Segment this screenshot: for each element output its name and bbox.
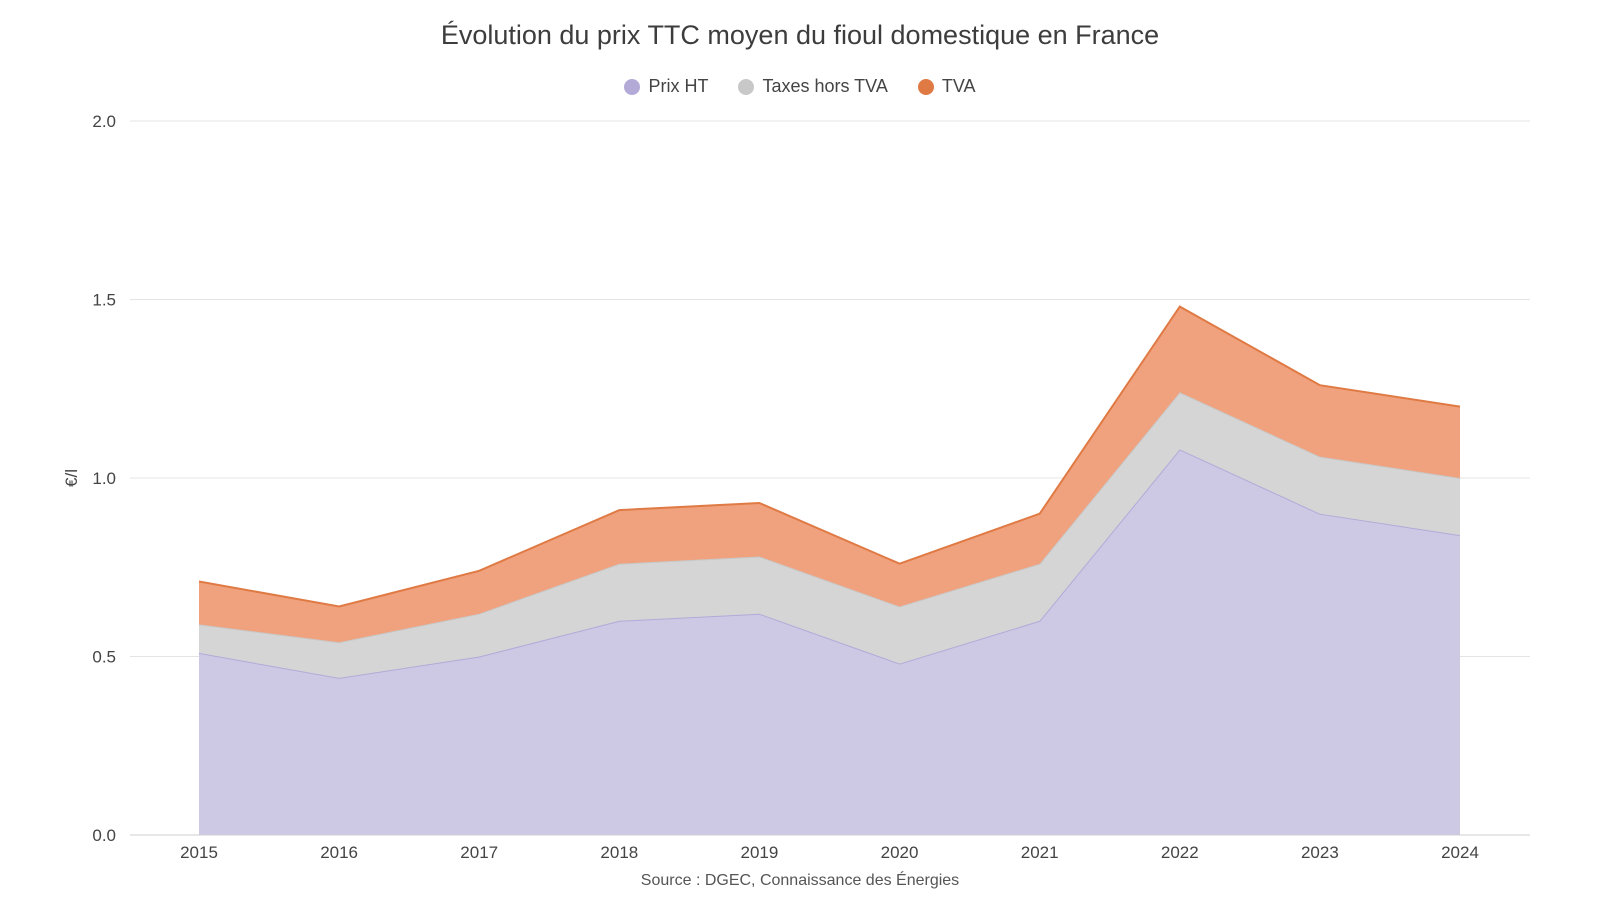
x-tick-label-2020: 2020: [881, 843, 919, 862]
x-tick-label-2023: 2023: [1301, 843, 1339, 862]
area-series: [198, 305, 1461, 835]
area-taxes-hors-tva: [199, 392, 1460, 678]
legend: Prix HT Taxes hors TVA TVA: [0, 76, 1600, 97]
x-tick-label-2022: 2022: [1161, 843, 1199, 862]
x-tick-label-2015: 2015: [180, 843, 218, 862]
line-tva: [198, 305, 1461, 608]
legend-label-prix-ht: Prix HT: [648, 76, 709, 96]
x-tick-label-2021: 2021: [1021, 843, 1059, 862]
y-tick-label-0.5: 0.5: [92, 648, 116, 667]
y-axis-title: €/l: [62, 469, 81, 487]
legend-label-taxes-hors-tva: Taxes hors TVA: [762, 76, 888, 96]
y-tick-label-2.0: 2.0: [92, 112, 116, 131]
x-tick-label-2024: 2024: [1441, 843, 1479, 862]
legend-swatch-taxes-hors-tva: [738, 78, 755, 95]
legend-label-tva: TVA: [941, 76, 976, 96]
source-note: Source : DGEC, Connaissance des Énergies: [640, 872, 960, 889]
area-prix-ht: [199, 449, 1460, 835]
chart-title: Évolution du prix TTC moyen du fioul dom…: [440, 20, 1160, 50]
x-tick-label-2016: 2016: [320, 843, 358, 862]
legend-item-tva[interactable]: TVA: [917, 76, 976, 97]
area-tva: [199, 306, 1460, 643]
y-tick-label-1.0: 1.0: [92, 469, 116, 488]
x-tick-label-2018: 2018: [600, 843, 638, 862]
legend-item-prix-ht[interactable]: Prix HT: [624, 76, 708, 97]
legend-item-taxes-hors-tva[interactable]: Taxes hors TVA: [738, 76, 888, 97]
legend-swatch-prix-ht: [624, 78, 641, 95]
x-tick-label-2017: 2017: [460, 843, 498, 862]
x-tick-label-2019: 2019: [741, 843, 779, 862]
legend-swatch-tva: [917, 78, 934, 95]
y-tick-label-1.5: 1.5: [92, 291, 116, 310]
axes: 0.0 0.5 1.0 1.5 2.0 2015 2016 2017 2018 2019 2020 2…: [62, 112, 1530, 862]
y-tick-label-0.0: 0.0: [92, 826, 116, 845]
